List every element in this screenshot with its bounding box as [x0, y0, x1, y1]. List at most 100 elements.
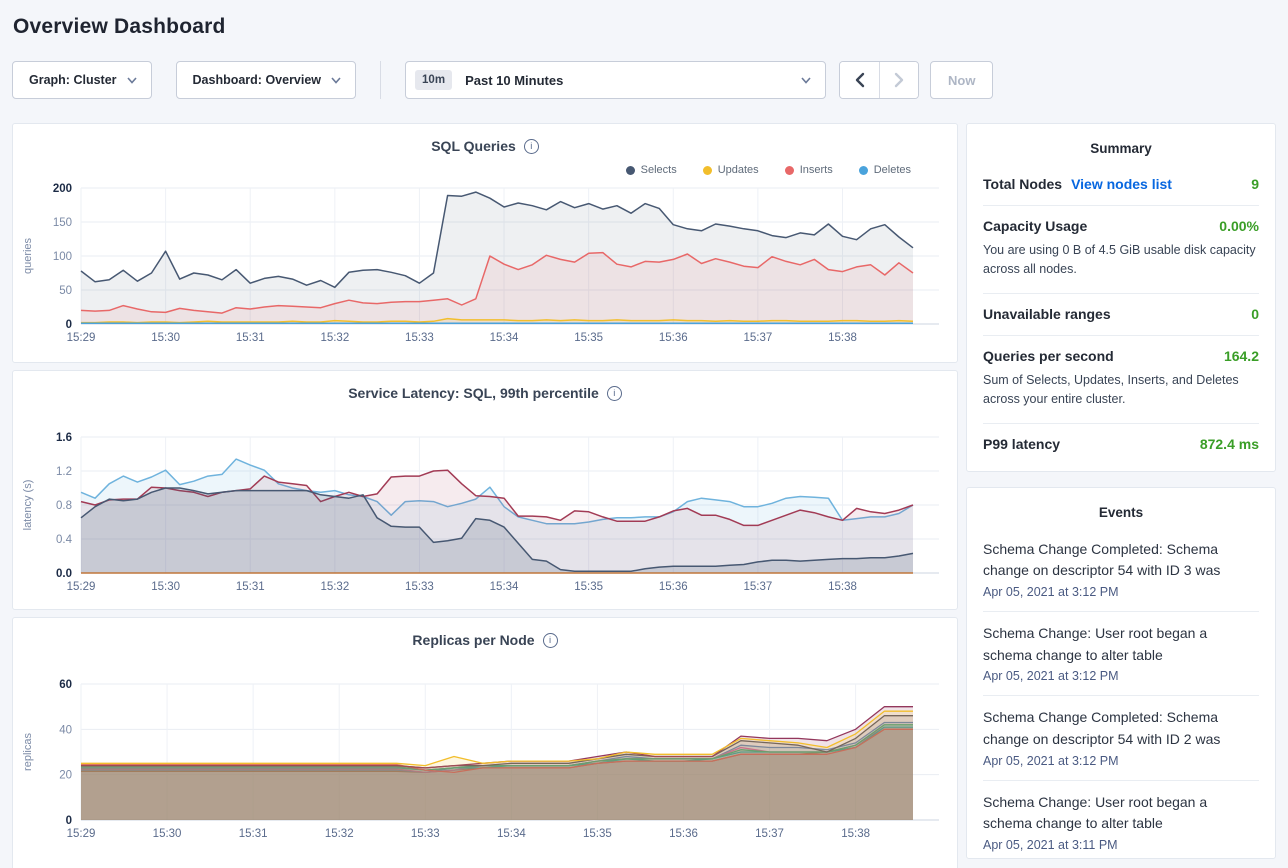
svg-text:15:30: 15:30: [151, 332, 180, 344]
chevron-down-icon: [331, 76, 341, 84]
event-items: Schema Change Completed: Schema change o…: [983, 528, 1259, 858]
chart-title: Replicas per Node: [412, 632, 535, 648]
dashboard-dropdown-label: Dashboard: Overview: [192, 73, 322, 87]
svg-text:15:36: 15:36: [659, 332, 688, 344]
service-latency-chart[interactable]: 0.0 0.4 0.8 1.2 1.6 15:29 15:30 15:31 15:32 15:33…: [17, 429, 955, 599]
chart-title: Service Latency: SQL, 99th percentile: [348, 385, 599, 401]
summary-row-description: You are using 0 B of 4.5 GiB usable disk…: [983, 243, 1256, 277]
event-message: Schema Change Completed: Schema change o…: [983, 709, 1221, 747]
svg-text:15:37: 15:37: [743, 581, 772, 593]
next-range-button[interactable]: [879, 62, 919, 98]
info-icon[interactable]: i: [606, 385, 622, 401]
summary-row: Total Nodes View nodes list 9: [983, 164, 1259, 206]
svg-text:15:38: 15:38: [841, 828, 870, 840]
legend-dot: [702, 165, 712, 175]
event-timestamp: Apr 05, 2021 at 3:12 PM: [983, 669, 1119, 684]
summary-row-label: Unavailable ranges: [983, 305, 1111, 322]
svg-text:15:31: 15:31: [236, 581, 265, 593]
svg-text:15:30: 15:30: [153, 828, 182, 840]
svg-text:15:29: 15:29: [67, 332, 96, 344]
legend-item-inserts[interactable]: Inserts: [784, 164, 833, 176]
svg-text:15:38: 15:38: [828, 581, 857, 593]
svg-text:15:32: 15:32: [320, 581, 349, 593]
summary-row-label: Capacity Usage: [983, 218, 1088, 234]
graph-dropdown-label: Graph: Cluster: [29, 73, 117, 87]
toolbar-divider: [380, 61, 382, 99]
chart-legend: Selects Updates Inserts Deletes: [13, 160, 957, 180]
svg-text:15:33: 15:33: [405, 581, 434, 593]
legend-dot: [625, 165, 635, 175]
info-icon[interactable]: i: [542, 632, 558, 648]
svg-text:15:34: 15:34: [490, 581, 519, 593]
summary-row-description: Sum of Selects, Updates, Inserts, and De…: [983, 372, 1239, 407]
summary-row: Capacity Usage 0.00% You are using 0 B of …: [983, 206, 1259, 294]
legend-label: Inserts: [799, 164, 833, 176]
replicas-per-node-chart[interactable]: 0 20 40 60 15:29 15:30 15:31 15:32 15:33 15:34 15:…: [17, 676, 955, 846]
svg-text:15:37: 15:37: [755, 828, 784, 840]
svg-text:0.8: 0.8: [56, 500, 72, 512]
svg-text:latency (s): latency (s): [22, 480, 34, 531]
svg-text:15:37: 15:37: [743, 332, 772, 344]
prev-range-button[interactable]: [840, 62, 880, 98]
time-nav-group: [839, 61, 920, 99]
page-title: Overview Dashboard: [13, 15, 226, 38]
svg-text:40: 40: [59, 724, 72, 736]
chevron-down-icon: [801, 76, 811, 84]
summary-row-label: Queries per second: [983, 347, 1114, 364]
summary-row: Queries per second 164.2 Sum of Selects, U…: [983, 336, 1259, 424]
event-list-item[interactable]: Schema Change: User root began a schema …: [983, 781, 1259, 858]
svg-text:15:32: 15:32: [325, 828, 354, 840]
time-range-picker[interactable]: 10m Past 10 Minutes: [405, 61, 827, 99]
svg-text:15:35: 15:35: [574, 581, 603, 593]
view-nodes-list-link[interactable]: View nodes list: [1071, 176, 1172, 192]
svg-text:queries: queries: [22, 237, 34, 274]
chart-title: SQL Queries: [431, 138, 516, 154]
svg-text:15:34: 15:34: [497, 828, 526, 840]
chart-header: Service Latency: SQL, 99th percentile i: [13, 385, 957, 407]
now-button[interactable]: Now: [930, 61, 994, 99]
event-timestamp: Apr 05, 2021 at 3:12 PM: [983, 753, 1119, 768]
service-latency-chart-card: Service Latency: SQL, 99th percentile i …: [12, 370, 958, 610]
sql-queries-chart[interactable]: 0 50 100 150 200 15:29 15:30 15:31 15:32 15:33 15:…: [17, 180, 955, 350]
events-title: Events: [1098, 504, 1144, 520]
chevron-left-icon: [855, 72, 864, 88]
summary-row: P99 latency 872.4 ms: [983, 424, 1259, 465]
svg-text:15:29: 15:29: [67, 828, 96, 840]
svg-text:15:30: 15:30: [151, 581, 180, 593]
svg-text:60: 60: [59, 679, 72, 691]
right-column: Summary Total Nodes View nodes list 9 Capac…: [966, 123, 1276, 859]
svg-text:15:35: 15:35: [574, 332, 603, 344]
summary-row-value: 872.4 ms: [1199, 435, 1259, 452]
summary-row-label: P99 latency: [983, 435, 1061, 452]
sql-queries-chart-card: SQL Queries i Selects Updates Inserts Delet…: [12, 123, 958, 363]
svg-text:150: 150: [53, 217, 72, 229]
event-timestamp: Apr 05, 2021 at 3:11 PM: [983, 838, 1118, 852]
svg-text:replicas: replicas: [22, 733, 34, 771]
event-list-item[interactable]: Schema Change: User root began a schema …: [983, 612, 1259, 697]
svg-text:100: 100: [53, 251, 72, 263]
legend-item-selects[interactable]: Selects: [625, 164, 677, 176]
legend-item-deletes[interactable]: Deletes: [858, 164, 911, 176]
chevron-right-icon: [894, 72, 904, 88]
svg-text:15:31: 15:31: [239, 828, 268, 840]
info-icon[interactable]: i: [523, 138, 539, 154]
svg-text:15:36: 15:36: [659, 581, 688, 593]
event-message: Schema Change: User root began a schema …: [983, 624, 1208, 663]
svg-text:200: 200: [53, 183, 72, 195]
legend-label: Updates: [717, 164, 759, 176]
graph-dropdown[interactable]: Graph: Cluster: [12, 61, 152, 99]
event-message: Schema Change: User root began a schema …: [983, 793, 1208, 832]
dashboard-dropdown[interactable]: Dashboard: Overview: [175, 61, 357, 99]
svg-text:1.6: 1.6: [56, 432, 72, 444]
time-range-label: Past 10 Minutes: [465, 72, 564, 88]
replicas-per-node-chart-card: Replicas per Node i 0 20 40 60 15:29 15:30 15:…: [12, 617, 958, 868]
svg-text:15:33: 15:33: [405, 332, 434, 344]
legend-item-updates[interactable]: Updates: [702, 164, 759, 176]
event-list-item[interactable]: Schema Change Completed: Schema change o…: [983, 696, 1259, 781]
summary-row-value: 9: [1251, 176, 1259, 192]
legend-dot: [784, 165, 794, 175]
event-list-item[interactable]: Schema Change Completed: Schema change o…: [983, 528, 1259, 612]
chevron-down-icon: [126, 76, 137, 84]
summary-title: Summary: [1090, 141, 1152, 156]
